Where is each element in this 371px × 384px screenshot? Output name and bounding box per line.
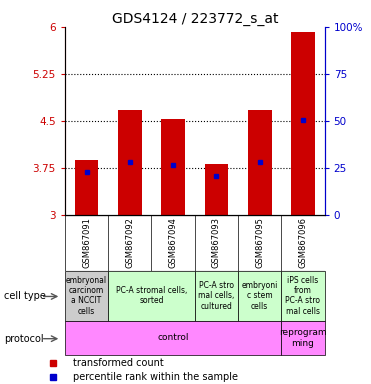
Bar [291,32,315,215]
Bar [75,161,98,215]
Text: GSM867093: GSM867093 [212,217,221,268]
Bar [161,119,185,215]
Text: reprogram
ming: reprogram ming [279,328,327,348]
Text: cell type: cell type [4,291,46,301]
Text: iPS cells
from
PC-A stro
mal cells: iPS cells from PC-A stro mal cells [285,276,321,316]
Text: GSM867094: GSM867094 [169,217,178,268]
Text: GSM867092: GSM867092 [125,217,134,268]
Bar [108,271,195,321]
Bar [248,110,272,215]
Bar [65,321,281,355]
Text: GSM867096: GSM867096 [299,217,308,268]
Text: GSM867091: GSM867091 [82,217,91,268]
Bar [238,271,281,321]
Text: GSM867095: GSM867095 [255,217,264,268]
Bar [204,164,228,215]
Text: embryoni
c stem
cells: embryoni c stem cells [242,281,278,311]
Bar [281,271,325,321]
Title: GDS4124 / 223772_s_at: GDS4124 / 223772_s_at [112,12,278,26]
Text: embryonal
carcinom
a NCCIT
cells: embryonal carcinom a NCCIT cells [66,276,107,316]
Text: transformed count: transformed count [73,358,164,368]
Bar [65,271,108,321]
Text: control: control [157,333,189,343]
Text: percentile rank within the sample: percentile rank within the sample [73,372,238,382]
Bar [195,271,238,321]
Bar [118,110,142,215]
Text: PC-A stromal cells,
sorted: PC-A stromal cells, sorted [116,286,187,305]
Text: protocol: protocol [4,334,43,344]
Bar [281,321,325,355]
Text: PC-A stro
mal cells,
cultured: PC-A stro mal cells, cultured [198,281,234,311]
